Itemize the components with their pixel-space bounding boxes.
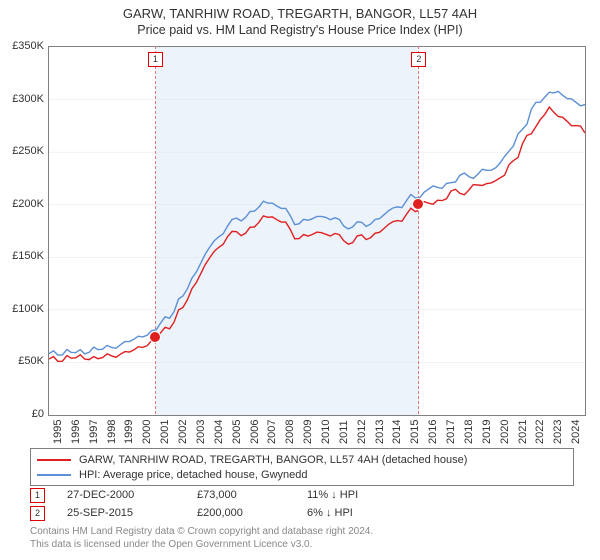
legend-label: GARW, TANRHIW ROAD, TREGARTH, BANGOR, LL… [79,454,467,466]
y-tick-label: £350K [12,40,44,52]
marker-dot [412,198,424,210]
legend-item: GARW, TANRHIW ROAD, TREGARTH, BANGOR, LL… [37,452,567,467]
x-tick-label: 2003 [195,420,207,444]
x-tick-label: 2019 [481,420,493,444]
marker-vertical-line [418,46,419,414]
annotation-delta: 11% ↓ HPI [307,489,358,501]
y-tick-label: £100K [12,303,44,315]
x-tick-label: 1998 [106,420,118,444]
y-tick-label: £250K [12,145,44,157]
chart-container: GARW, TANRHIW ROAD, TREGARTH, BANGOR, LL… [0,0,600,560]
footer-line1: Contains HM Land Registry data © Crown c… [30,526,373,539]
x-tick-label: 1995 [52,420,64,444]
x-tick-label: 2022 [534,420,546,444]
x-tick-label: 2018 [463,420,475,444]
x-tick-label: 2021 [517,420,529,444]
y-tick-label: £300K [12,93,44,105]
annotation-price: £200,000 [197,507,307,519]
legend-swatch [37,474,71,476]
footer-line2: This data is licensed under the Open Gov… [30,539,373,552]
x-tick-label: 2006 [249,420,261,444]
annotation-date: 27-DEC-2000 [67,489,197,501]
chart-title-line1: GARW, TANRHIW ROAD, TREGARTH, BANGOR, LL… [0,6,600,21]
x-tick-label: 2005 [231,420,243,444]
x-tick-label: 2009 [302,420,314,444]
x-tick-label: 1999 [123,420,135,444]
marker-vertical-line [155,46,156,414]
x-tick-label: 2004 [213,420,225,444]
x-tick-label: 2023 [552,420,564,444]
x-tick-label: 2015 [409,420,421,444]
x-tick-label: 2017 [445,420,457,444]
x-tick-label: 1996 [70,420,82,444]
x-tick-label: 2008 [284,420,296,444]
legend-swatch [37,459,71,461]
y-tick-label: £150K [12,250,44,262]
annotation-row: 2 25-SEP-2015 £200,000 6% ↓ HPI [30,504,358,522]
x-tick-label: 2007 [266,420,278,444]
x-tick-label: 2013 [374,420,386,444]
x-tick-label: 2001 [159,420,171,444]
x-tick-label: 2011 [338,420,350,444]
x-tick-label: 2016 [427,420,439,444]
chart-title-line2: Price paid vs. HM Land Registry's House … [0,23,600,37]
annotation-delta: 6% ↓ HPI [307,507,353,519]
marker-dot [149,331,161,343]
x-tick-label: 2000 [141,420,153,444]
title-block: GARW, TANRHIW ROAD, TREGARTH, BANGOR, LL… [0,0,600,37]
legend: GARW, TANRHIW ROAD, TREGARTH, BANGOR, LL… [30,448,574,486]
annotation-date: 25-SEP-2015 [67,507,197,519]
y-tick-label: £0 [32,408,44,420]
legend-label: HPI: Average price, detached house, Gwyn… [79,469,308,481]
y-tick-label: £50K [18,355,44,367]
annotation-marker-box: 2 [30,506,45,521]
x-tick-label: 2024 [570,420,582,444]
x-tick-label: 1997 [88,420,100,444]
y-tick-label: £200K [12,198,44,210]
x-tick-label: 2002 [177,420,189,444]
x-tick-label: 2020 [499,420,511,444]
annotation-marker-box: 1 [30,488,45,503]
annotation-price: £73,000 [197,489,307,501]
x-tick-label: 2012 [356,420,368,444]
marker-label-box: 2 [411,52,426,67]
x-tick-label: 2014 [391,420,403,444]
footer: Contains HM Land Registry data © Crown c… [30,526,373,551]
chart-svg [49,47,585,415]
chart-plot-area [48,46,586,416]
x-tick-label: 2010 [320,420,332,444]
marker-label-box: 1 [148,52,163,67]
annotation-table: 1 27-DEC-2000 £73,000 11% ↓ HPI 2 25-SEP… [30,486,358,522]
legend-item: HPI: Average price, detached house, Gwyn… [37,467,567,482]
annotation-row: 1 27-DEC-2000 £73,000 11% ↓ HPI [30,486,358,504]
